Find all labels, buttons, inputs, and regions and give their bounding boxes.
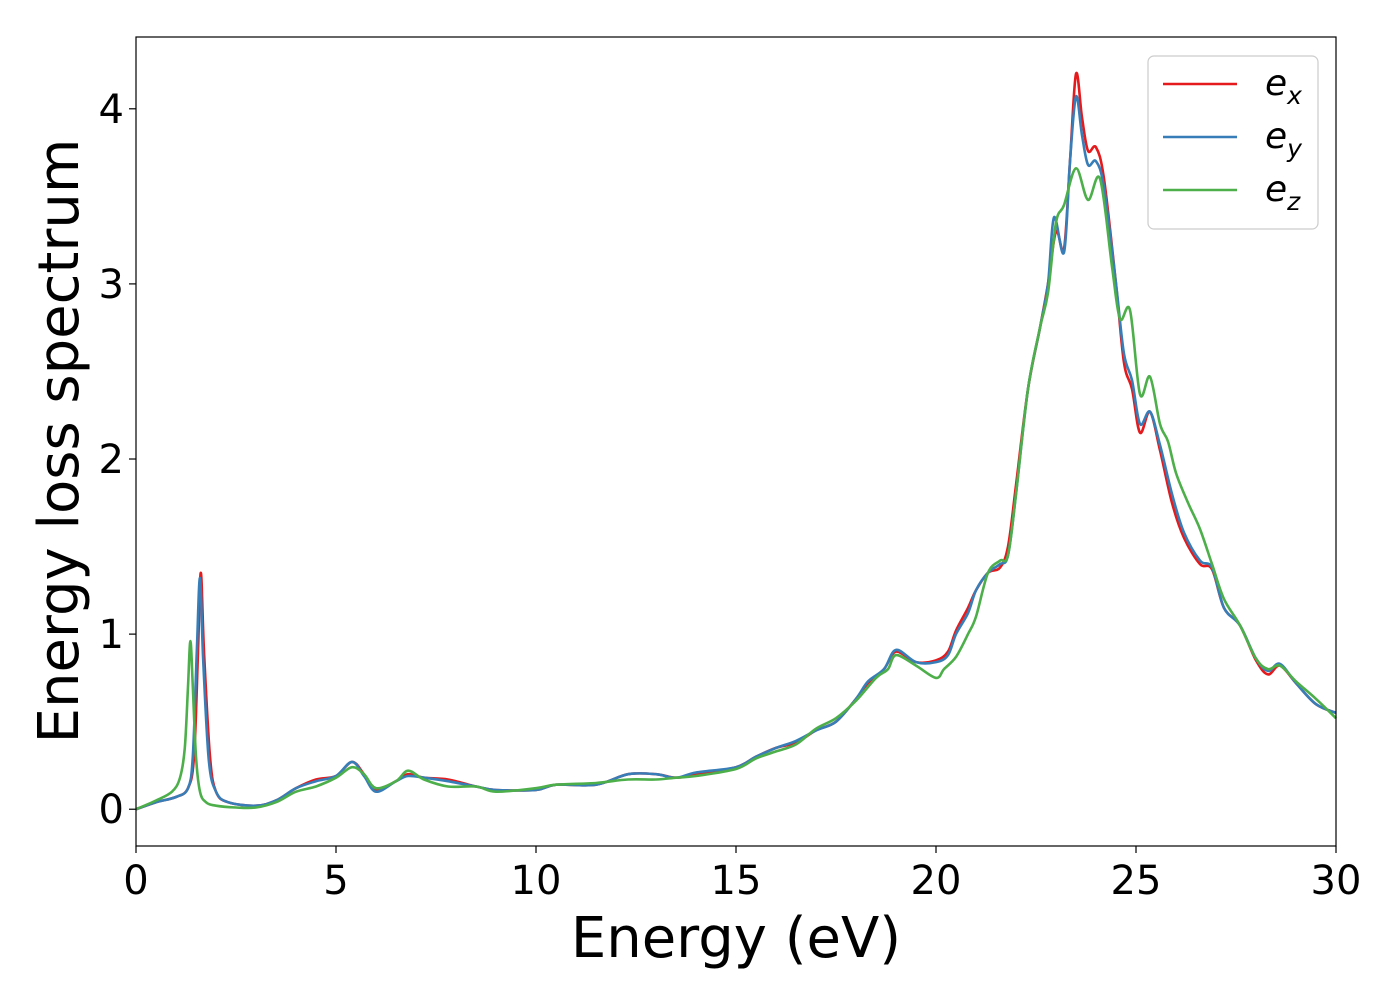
series-layer [135, 71, 1337, 811]
series-line-z [135, 166, 1337, 811]
x-tick-label: 15 [711, 858, 762, 904]
x-tick-label: 5 [323, 858, 348, 904]
y-tick-label: 0 [99, 787, 124, 833]
plot-background [136, 37, 1336, 846]
x-tick-label: 0 [123, 858, 148, 904]
legend-label-base: e [1265, 169, 1287, 210]
x-axis-ticks: 0 5 10 15 20 25 30 [123, 846, 1361, 904]
legend-label-base: e [1265, 116, 1287, 157]
y-axis-ticks: 0 1 2 3 4 [99, 87, 136, 833]
x-tick-label: 25 [1111, 858, 1162, 904]
y-tick-label: 4 [99, 87, 124, 133]
x-tick-label: 10 [511, 858, 562, 904]
legend-box [1147, 55, 1319, 230]
x-tick-label: 20 [911, 858, 962, 904]
y-tick-label: 1 [99, 612, 124, 658]
legend-label-y: ey [1265, 116, 1303, 163]
y-tick-label: 2 [99, 437, 124, 483]
legend-label-z: ez [1265, 169, 1301, 216]
legend-label-subscript: y [1286, 134, 1303, 163]
legend-label-subscript: x [1286, 81, 1302, 110]
y-axis-label: Energy loss spectrum [27, 139, 92, 744]
x-tick-label: 30 [1311, 858, 1362, 904]
series-line-y [135, 95, 1337, 811]
legend-label-base: e [1265, 63, 1287, 104]
y-tick-label: 3 [99, 262, 124, 308]
x-axis-label: Energy (eV) [571, 906, 901, 971]
legend-label-subscript: z [1286, 187, 1301, 216]
legend-label-x: ex [1265, 63, 1302, 110]
